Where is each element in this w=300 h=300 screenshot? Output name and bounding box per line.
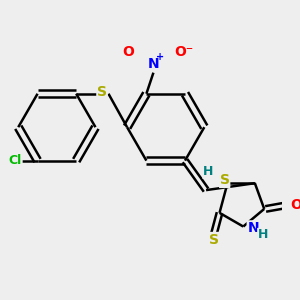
Text: H: H xyxy=(203,165,213,178)
Text: +: + xyxy=(156,52,164,62)
Text: N: N xyxy=(247,221,259,235)
Text: H: H xyxy=(258,229,268,242)
Text: O: O xyxy=(122,45,134,59)
Text: N: N xyxy=(148,57,159,71)
Text: O⁻: O⁻ xyxy=(175,45,194,59)
Text: O: O xyxy=(290,198,300,212)
Text: S: S xyxy=(209,232,219,247)
Text: S: S xyxy=(220,173,230,188)
Text: S: S xyxy=(97,85,107,99)
Text: Cl: Cl xyxy=(8,154,22,167)
